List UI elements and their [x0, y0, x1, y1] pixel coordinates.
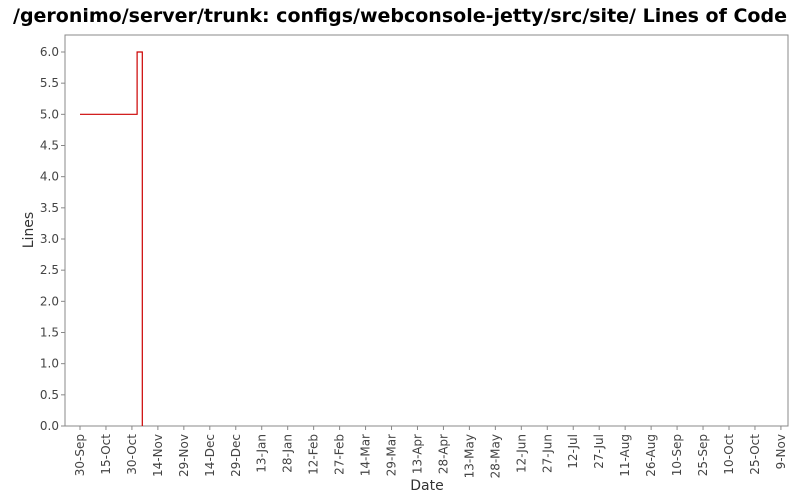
x-tick-label: 9-Nov	[774, 434, 788, 469]
x-tick-label: 28-Jan	[281, 434, 295, 473]
plot-area	[64, 34, 789, 427]
x-tick-label: 30-Sep	[73, 434, 87, 476]
x-tick-label: 28-Apr	[436, 434, 450, 474]
x-tick-label: 10-Oct	[722, 434, 736, 475]
y-tick-label: 1.5	[40, 326, 59, 340]
x-tick-label: 13-Jan	[255, 434, 269, 473]
x-tick-label: 11-Aug	[618, 434, 632, 477]
y-axis-ticks: 0.0 0.5 1.0 1.5 2.0 2.5 3.0 3.5 4.0 4.5 5.0 5.5 6.0	[40, 45, 65, 433]
x-tick-label: 27-Feb	[333, 434, 347, 475]
chart-title: /geronimo/server/trunk: configs/webconso…	[13, 5, 787, 27]
x-tick-label: 29-Dec	[229, 434, 243, 477]
x-tick-label: 25-Sep	[696, 434, 710, 476]
x-tick-label: 12-Jun	[514, 434, 528, 473]
y-tick-label: 5.5	[40, 76, 59, 90]
x-tick-label: 26-Aug	[644, 434, 658, 477]
y-tick-label: 6.0	[40, 45, 59, 59]
y-axis-label: Lines	[21, 212, 37, 248]
y-tick-label: 3.5	[40, 201, 59, 215]
y-tick-label: 5.0	[40, 107, 59, 121]
x-tick-label: 14-Nov	[151, 434, 165, 477]
y-tick-label: 2.0	[40, 294, 59, 308]
x-axis-label: Date	[410, 478, 443, 494]
y-tick-label: 0.5	[40, 388, 59, 402]
x-tick-label: 10-Sep	[670, 434, 684, 476]
x-tick-label: 29-Nov	[177, 434, 191, 477]
y-tick-label: 0.0	[40, 419, 59, 433]
y-tick-label: 1.0	[40, 357, 59, 371]
y-tick-label: 3.0	[40, 232, 59, 246]
y-tick-label: 2.5	[40, 263, 59, 277]
y-tick-label: 4.5	[40, 139, 59, 153]
x-tick-label: 15-Oct	[99, 434, 113, 475]
x-axis-ticks: 30-Sep 15-Oct 30-Oct 14-Nov 29-Nov 14-Dec 29-D…	[73, 426, 788, 478]
x-tick-label: 25-Oct	[748, 434, 762, 475]
x-tick-label: 28-May	[488, 434, 502, 478]
x-tick-label: 27-Jun	[540, 434, 554, 473]
x-tick-label: 13-May	[462, 434, 476, 478]
x-tick-label: 30-Oct	[125, 434, 139, 475]
x-tick-label: 27-Jul	[592, 434, 606, 469]
x-tick-label: 12-Jul	[566, 434, 580, 469]
x-tick-label: 14-Dec	[203, 434, 217, 477]
series-line	[80, 51, 143, 426]
series-layer	[80, 51, 143, 426]
x-tick-label: 13-Apr	[410, 434, 424, 474]
y-tick-label: 4.0	[40, 170, 59, 184]
x-tick-label: 14-Mar	[359, 434, 373, 476]
x-tick-label: 12-Feb	[307, 434, 321, 475]
x-tick-label: 29-Mar	[385, 434, 399, 476]
